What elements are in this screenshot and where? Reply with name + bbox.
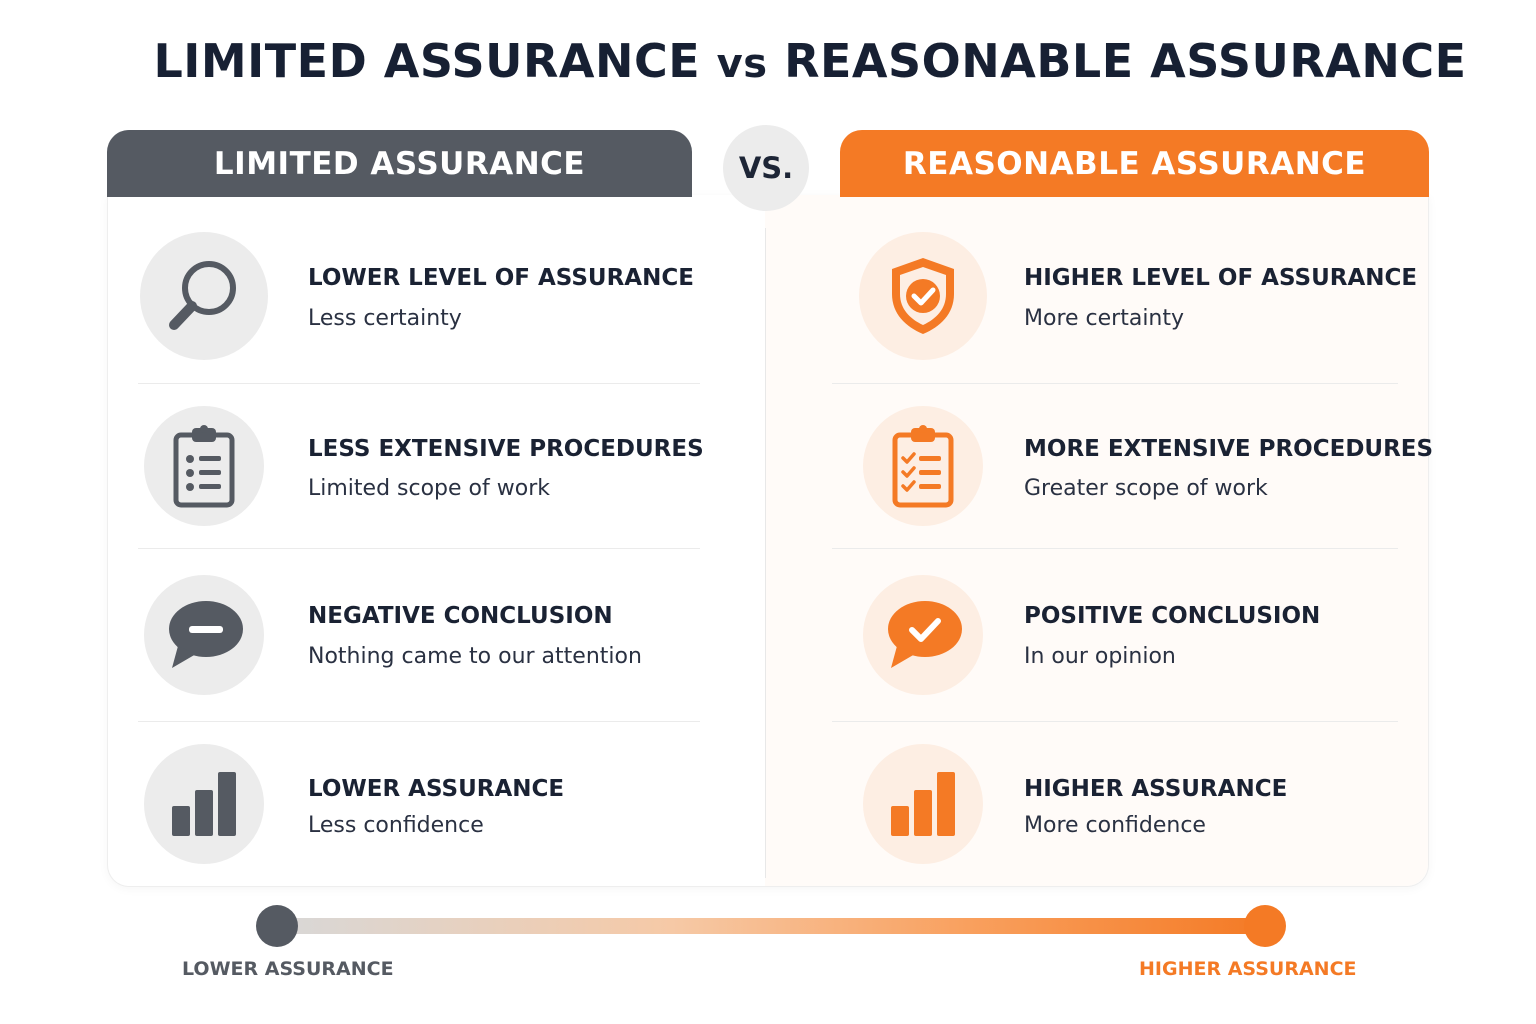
limited-item-2-subtitle: Limited scope of work bbox=[308, 476, 550, 501]
page-title: LIMITED ASSURANCE vs REASONABLE ASSURANC… bbox=[0, 34, 1536, 88]
row-divider bbox=[832, 548, 1398, 549]
clipboard-list-icon bbox=[144, 406, 264, 526]
limited-assurance-header: LIMITED ASSURANCE bbox=[107, 130, 692, 197]
limited-item-4-subtitle: Less confidence bbox=[308, 813, 484, 838]
reasonable-item-2-subtitle: Greater scope of work bbox=[1024, 476, 1268, 501]
clipboard-check-icon bbox=[863, 406, 983, 526]
title-limited: LIMITED ASSURANCE bbox=[153, 34, 701, 88]
reasonable-item-4-subtitle: More confidence bbox=[1024, 813, 1206, 838]
bar-chart-icon bbox=[863, 744, 983, 864]
reasonable-item-3-subtitle: In our opinion bbox=[1024, 644, 1176, 669]
bar-chart-icon bbox=[144, 744, 264, 864]
limited-item-4-title: LOWER ASSURANCE bbox=[308, 776, 565, 802]
row-divider bbox=[832, 383, 1398, 384]
lower-assurance-label: LOWER ASSURANCE bbox=[182, 958, 394, 980]
limited-item-3-subtitle: Nothing came to our attention bbox=[308, 644, 642, 669]
higher-assurance-marker bbox=[1244, 905, 1286, 947]
reasonable-assurance-header: REASONABLE ASSURANCE bbox=[840, 130, 1429, 197]
assurance-scale-track bbox=[277, 918, 1265, 934]
speech-bubble-check-icon bbox=[863, 575, 983, 695]
limited-item-1-title: LOWER LEVEL OF ASSURANCE bbox=[308, 265, 694, 291]
speech-bubble-minus-icon bbox=[144, 575, 264, 695]
reasonable-item-3-title: POSITIVE CONCLUSION bbox=[1024, 603, 1321, 629]
row-divider bbox=[138, 548, 700, 549]
row-divider bbox=[138, 383, 700, 384]
column-divider bbox=[765, 228, 766, 878]
shield-check-icon bbox=[859, 232, 987, 360]
limited-item-1-subtitle: Less certainty bbox=[308, 306, 462, 331]
higher-assurance-label: HIGHER ASSURANCE bbox=[1139, 958, 1357, 980]
title-vs: vs bbox=[716, 41, 768, 87]
lower-assurance-marker bbox=[256, 905, 298, 947]
magnifier-icon bbox=[140, 232, 268, 360]
row-divider bbox=[138, 721, 700, 722]
vs-badge: VS. bbox=[723, 125, 809, 211]
reasonable-item-2-title: MORE EXTENSIVE PROCEDURES bbox=[1024, 436, 1434, 462]
limited-item-3-title: NEGATIVE CONCLUSION bbox=[308, 603, 613, 629]
row-divider bbox=[832, 721, 1398, 722]
reasonable-item-4-title: HIGHER ASSURANCE bbox=[1024, 776, 1288, 802]
reasonable-item-1-title: HIGHER LEVEL OF ASSURANCE bbox=[1024, 265, 1418, 291]
title-reasonable: REASONABLE ASSURANCE bbox=[784, 34, 1467, 88]
reasonable-item-1-subtitle: More certainty bbox=[1024, 306, 1185, 331]
limited-item-2-title: LESS EXTENSIVE PROCEDURES bbox=[308, 436, 704, 462]
